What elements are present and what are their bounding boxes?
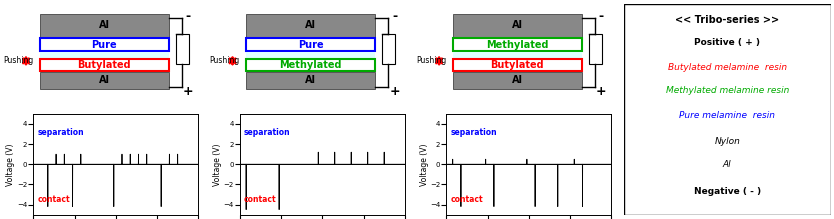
Text: separation: separation xyxy=(244,127,291,136)
Bar xyxy=(246,59,375,71)
Y-axis label: Voltage (V): Voltage (V) xyxy=(7,143,16,185)
Text: Al: Al xyxy=(98,20,110,30)
Text: -: - xyxy=(599,10,604,23)
Text: +: + xyxy=(389,85,399,98)
Text: Methylated: Methylated xyxy=(279,60,342,70)
Bar xyxy=(40,72,168,89)
Text: Al: Al xyxy=(98,76,110,85)
Bar xyxy=(589,34,601,64)
Bar xyxy=(246,52,375,58)
Text: -: - xyxy=(185,10,190,23)
Text: Negative ( - ): Negative ( - ) xyxy=(694,187,761,196)
Bar xyxy=(453,59,582,71)
Bar xyxy=(453,72,582,89)
Bar xyxy=(40,38,168,51)
Text: Butylated: Butylated xyxy=(490,60,545,70)
Bar xyxy=(246,14,375,37)
Bar xyxy=(453,14,582,37)
Bar xyxy=(453,38,582,51)
Text: separation: separation xyxy=(38,127,84,136)
Text: contact: contact xyxy=(450,195,483,204)
Bar xyxy=(40,14,168,37)
Bar xyxy=(246,72,375,89)
Text: << Tribo-series >>: << Tribo-series >> xyxy=(676,15,779,25)
Text: Methylated melamine resin: Methylated melamine resin xyxy=(666,86,789,95)
Bar xyxy=(382,34,395,64)
Text: Al: Al xyxy=(512,76,523,85)
Bar xyxy=(40,59,168,71)
Text: +: + xyxy=(183,85,193,98)
Bar xyxy=(40,52,168,58)
Text: Al: Al xyxy=(723,160,731,169)
Text: Positive ( + ): Positive ( + ) xyxy=(694,38,761,47)
Text: Al: Al xyxy=(305,76,316,85)
Bar xyxy=(176,34,188,64)
Text: separation: separation xyxy=(450,127,497,136)
Text: Al: Al xyxy=(512,20,523,30)
Text: Nylon: Nylon xyxy=(714,136,741,146)
Text: Pure: Pure xyxy=(92,39,117,49)
Text: Pushing: Pushing xyxy=(416,56,446,65)
Text: Methylated: Methylated xyxy=(486,39,549,49)
Bar xyxy=(246,38,375,51)
Text: -: - xyxy=(392,10,397,23)
Text: Butylated: Butylated xyxy=(78,60,131,70)
Bar xyxy=(453,52,582,58)
Text: Pushing: Pushing xyxy=(3,56,33,65)
Text: Pure: Pure xyxy=(298,39,324,49)
Y-axis label: Voltage (V): Voltage (V) xyxy=(420,143,429,185)
Text: Al: Al xyxy=(305,20,316,30)
Text: contact: contact xyxy=(244,195,277,204)
Text: contact: contact xyxy=(38,195,70,204)
Text: Pushing: Pushing xyxy=(209,56,240,65)
Text: Pure melamine  resin: Pure melamine resin xyxy=(679,111,776,120)
Text: Butylated melamine  resin: Butylated melamine resin xyxy=(668,63,786,72)
Y-axis label: Voltage (V): Voltage (V) xyxy=(213,143,222,185)
Text: +: + xyxy=(595,85,606,98)
